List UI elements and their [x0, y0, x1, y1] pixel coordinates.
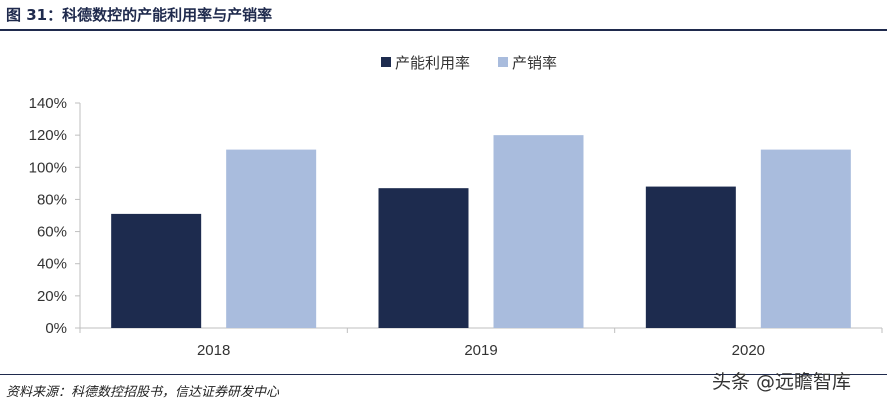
y-tick-label: 80% — [37, 191, 67, 208]
bar-production-sales-ratio-2020 — [760, 149, 851, 328]
bars — [111, 135, 851, 328]
legend-swatch-production-sales-ratio — [498, 57, 508, 67]
x-category-label: 2020 — [732, 342, 765, 359]
y-tick-label: 40% — [37, 256, 67, 273]
title-rule — [0, 29, 887, 31]
bar-production-sales-ratio-2018 — [226, 149, 317, 328]
bar-capacity-utilization-2020 — [645, 186, 736, 328]
y-tick-label: 140% — [29, 95, 67, 112]
legend-label-capacity-utilization: 产能利用率 — [395, 54, 470, 72]
y-axis: 0% 20% 40% 60% 80% 100% 120% 140% — [29, 95, 81, 337]
watermark: 头条 @远瞻智库 — [712, 371, 852, 393]
figure-title: 图 31：科德数控的产能利用率与产销率 — [6, 6, 273, 24]
y-tick-label: 0% — [45, 320, 67, 337]
legend-label-production-sales-ratio: 产销率 — [512, 54, 557, 72]
bar-chart: 产能利用率 产销率 0% 20% 40% 60% 80% 100% 120% 140% 2018… — [29, 54, 883, 359]
legend-swatch-capacity-utilization — [381, 57, 391, 67]
legend: 产能利用率 产销率 — [381, 54, 557, 72]
x-category-label: 2018 — [197, 342, 230, 359]
bottom-rule — [0, 374, 887, 375]
y-tick-label: 60% — [37, 224, 67, 241]
source-note: 资料来源：科德数控招股书，信达证券研发中心 — [6, 385, 280, 400]
y-tick-label: 120% — [29, 127, 67, 144]
y-tick-label: 20% — [37, 288, 67, 305]
x-category-label: 2019 — [464, 342, 497, 359]
x-axis: 2018 2019 2020 — [79, 327, 883, 359]
bar-capacity-utilization-2018 — [111, 213, 202, 328]
bar-production-sales-ratio-2019 — [493, 135, 584, 328]
y-tick-label: 100% — [29, 159, 67, 176]
bar-capacity-utilization-2019 — [378, 188, 469, 328]
